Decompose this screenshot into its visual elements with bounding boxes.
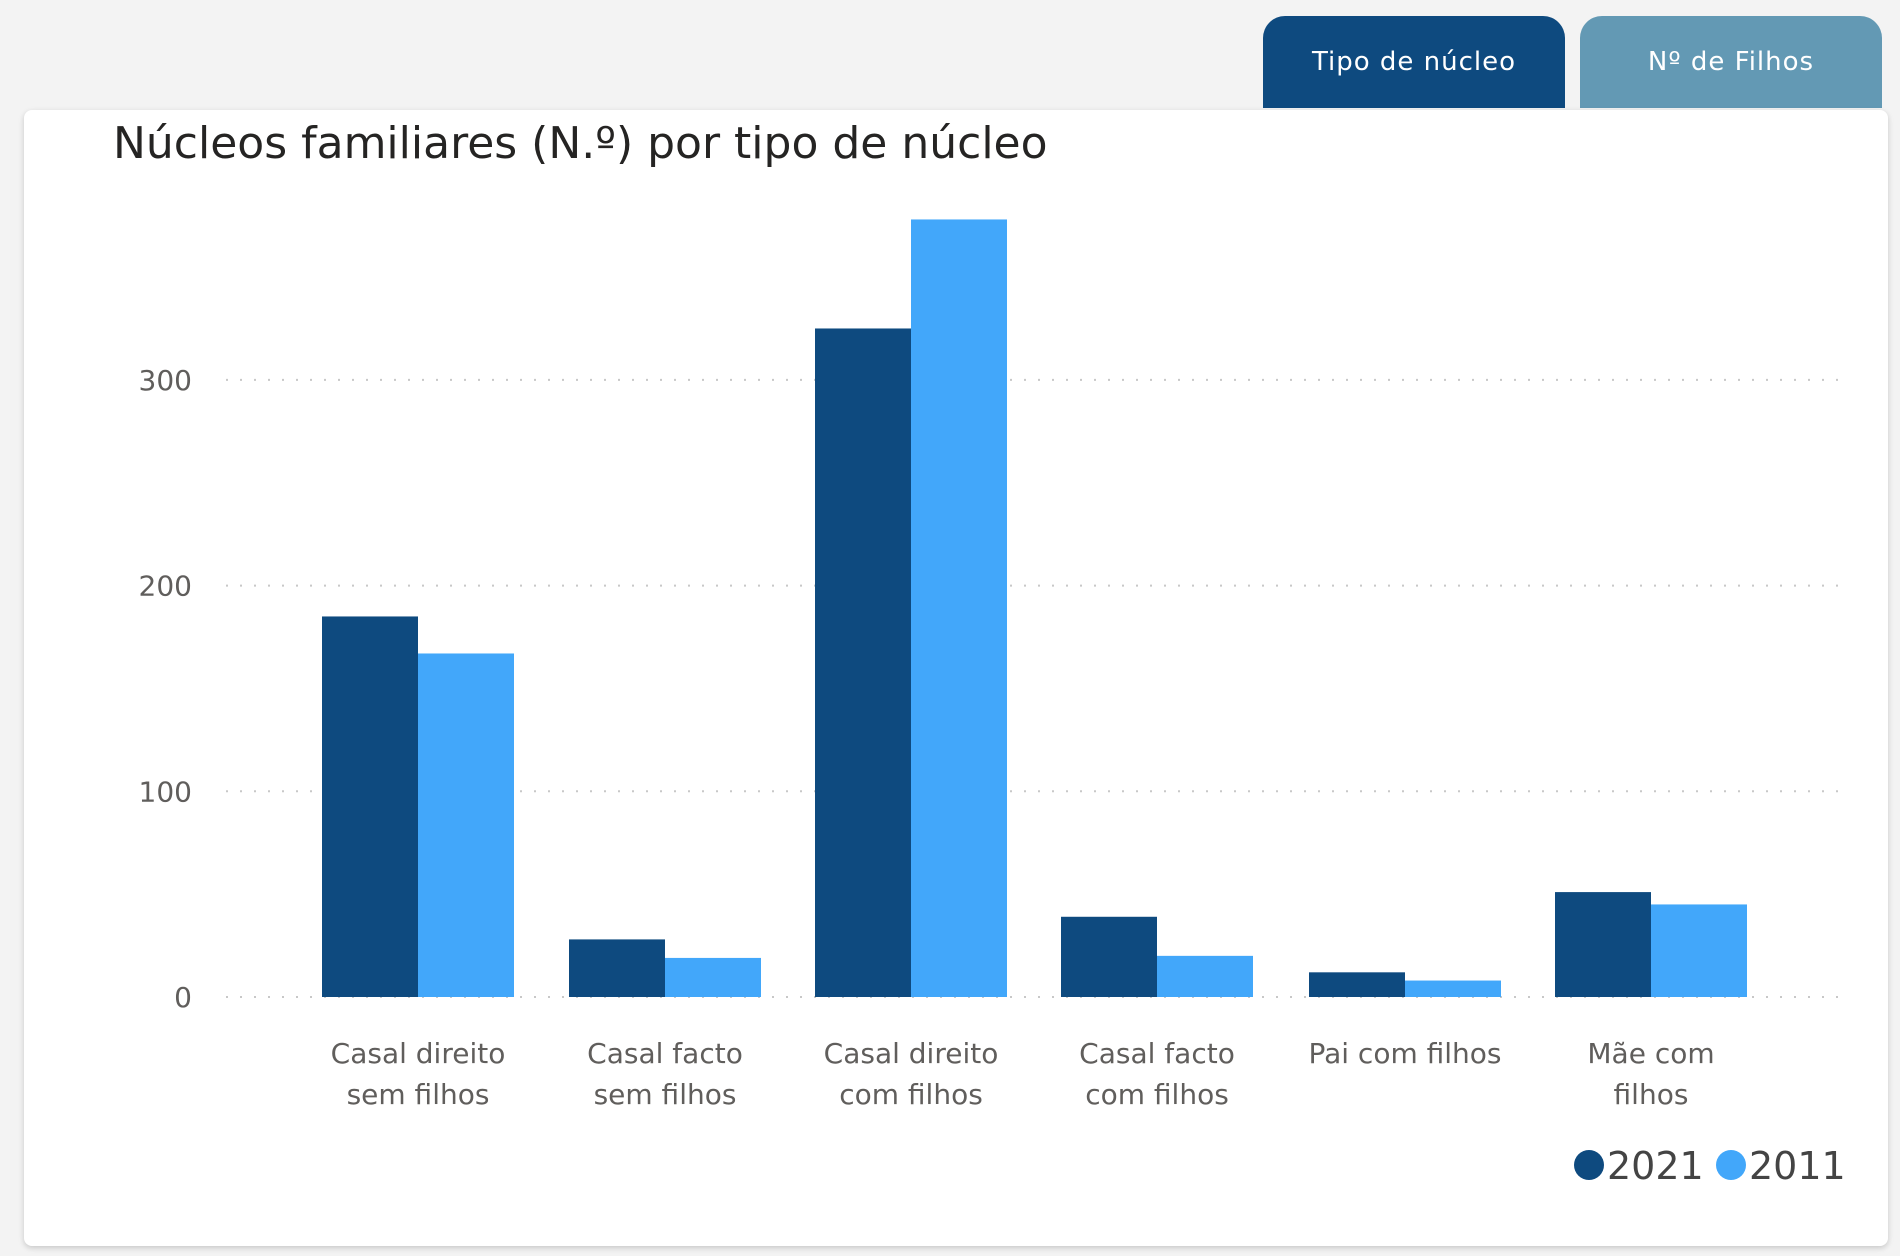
bar-2011: [418, 653, 514, 997]
x-tick-label: sem filhos: [594, 1078, 737, 1111]
legend-marker-2011: [1716, 1150, 1746, 1180]
x-tick-label: filhos: [1614, 1078, 1689, 1111]
bar-2011: [1651, 904, 1747, 997]
x-tick-label: Mãe com: [1587, 1037, 1714, 1070]
y-tick-label: 100: [139, 775, 192, 808]
chart-title: Núcleos familiares (N.º) por tipo de núc…: [113, 118, 1048, 169]
tab-n-de-filhos[interactable]: Nº de Filhos: [1580, 16, 1882, 108]
bar-2021: [1309, 972, 1405, 997]
legend-marker-2021: [1574, 1150, 1604, 1180]
bar-2021: [322, 616, 418, 997]
y-tick-label: 0: [174, 981, 192, 1014]
bar-2021: [569, 939, 665, 997]
tab-tipo-de-nucleo[interactable]: Tipo de núcleo: [1263, 16, 1565, 108]
y-tick-label: 200: [139, 570, 192, 603]
bar-2021: [1061, 916, 1157, 997]
x-tick-label: sem filhos: [347, 1078, 490, 1111]
legend-label: 2011: [1749, 1144, 1846, 1188]
bar-2011: [911, 219, 1007, 998]
legend-label: 2021: [1607, 1144, 1704, 1188]
x-tick-label: Casal facto: [587, 1037, 743, 1070]
bar-2011: [1157, 955, 1253, 997]
bar-2021: [815, 328, 911, 998]
y-tick-label: 300: [139, 364, 192, 397]
x-tick-label: Casal direito: [331, 1037, 506, 1070]
bar-2011: [665, 957, 761, 997]
bar-2021: [1555, 892, 1651, 997]
bar-2011: [1405, 980, 1501, 997]
x-tick-label: Casal facto: [1079, 1037, 1235, 1070]
x-tick-label: com filhos: [839, 1078, 983, 1111]
x-tick-label: Casal direito: [824, 1037, 999, 1070]
x-tick-label: Pai com filhos: [1308, 1037, 1501, 1070]
x-tick-label: com filhos: [1085, 1078, 1229, 1111]
